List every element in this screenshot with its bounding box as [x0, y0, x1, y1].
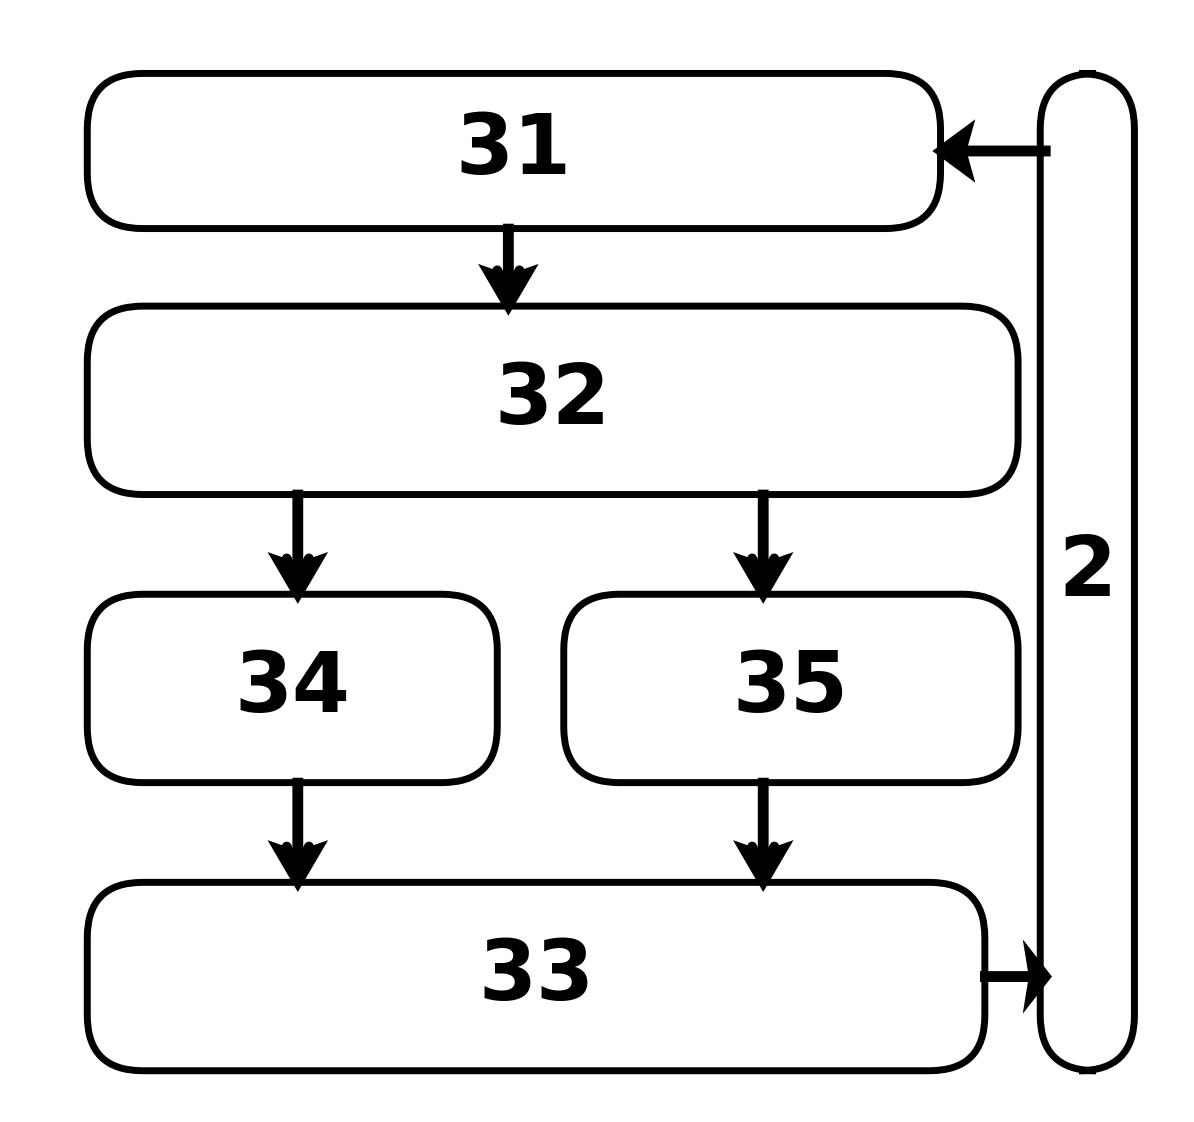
FancyBboxPatch shape [87, 595, 497, 783]
FancyBboxPatch shape [564, 595, 1018, 783]
FancyArrow shape [744, 495, 782, 595]
Text: 31: 31 [456, 110, 572, 192]
FancyBboxPatch shape [1040, 73, 1134, 1070]
Text: 35: 35 [733, 647, 849, 729]
Text: 32: 32 [494, 360, 610, 441]
FancyArrow shape [744, 783, 782, 882]
FancyBboxPatch shape [87, 73, 941, 229]
FancyArrow shape [985, 957, 1046, 996]
FancyArrow shape [278, 495, 318, 595]
Text: 2: 2 [1058, 532, 1116, 613]
FancyArrow shape [941, 131, 1046, 171]
Text: 33: 33 [478, 936, 595, 1017]
FancyArrow shape [278, 783, 318, 882]
Text: 34: 34 [234, 647, 350, 729]
FancyBboxPatch shape [87, 306, 1018, 495]
FancyBboxPatch shape [87, 882, 985, 1070]
FancyArrow shape [490, 229, 528, 306]
